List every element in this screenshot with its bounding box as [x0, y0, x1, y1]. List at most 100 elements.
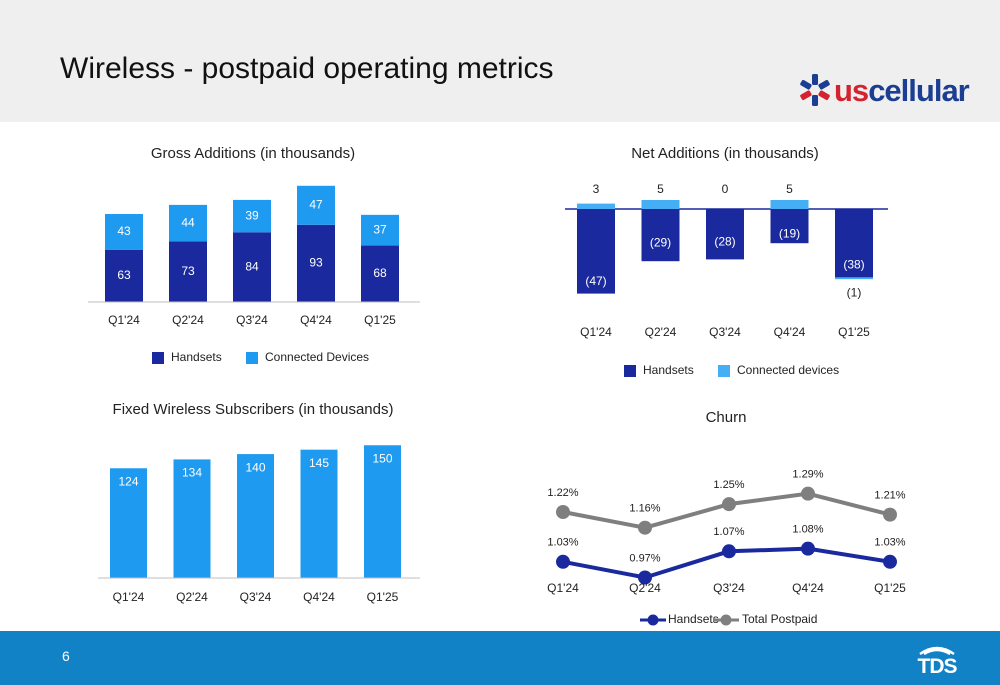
data-label: (1): [847, 286, 862, 300]
data-label: 0: [722, 182, 729, 196]
tick-label: Q4'24: [300, 313, 332, 327]
data-label: 1.08%: [792, 524, 823, 536]
data-label: 73: [181, 264, 195, 278]
logo-wordmark: uscellular: [834, 72, 970, 108]
data-label: 1.07%: [713, 526, 744, 538]
data-label: 1.03%: [874, 537, 905, 549]
legend-swatch: [720, 614, 732, 626]
tick-label: Q3'24: [709, 325, 741, 339]
data-label: (47): [585, 274, 606, 288]
legend-swatch: [152, 352, 164, 364]
series-point: [722, 544, 736, 559]
data-label: 145: [309, 456, 329, 470]
data-label: 43: [117, 224, 131, 238]
legend-swatch: [624, 365, 636, 377]
footer-band: [0, 631, 1000, 685]
bar-connected-devices: [361, 214, 399, 246]
series-point: [638, 520, 652, 535]
data-label: 1.21%: [874, 490, 905, 502]
page-title: Wireless - postpaid operating metrics: [60, 52, 554, 85]
tick-label: Q1'25: [874, 581, 906, 595]
tick-label: Q3'24: [236, 313, 268, 327]
data-label: 1.22%: [547, 487, 578, 499]
data-label: (29): [650, 235, 671, 249]
tick-label: Q3'24: [713, 581, 745, 595]
legend-label: Total Postpaid: [742, 612, 817, 626]
series-point: [801, 486, 815, 501]
tick-label: Q3'24: [240, 590, 272, 604]
bar-subscribers: [300, 449, 338, 578]
tds-logo: TDS: [910, 638, 964, 680]
gross-additions-chart: Gross Additions (in thousands) 63 43 Q1'24 7…: [88, 145, 420, 364]
churn-chart: Churn 1.22% 1.16% 1.25% 1.29% 1.21% 1.03% 0.97%…: [547, 409, 906, 626]
data-label: 5: [657, 182, 664, 196]
data-label: 124: [118, 474, 138, 488]
bar-connected-devices: [169, 204, 207, 242]
data-label: 0.97%: [629, 552, 660, 564]
bar-handsets: [169, 241, 207, 302]
legend-swatch: [246, 352, 258, 364]
tick-label: Q2'24: [629, 581, 661, 595]
tick-label: Q2'24: [645, 325, 677, 339]
bar-connected-devices: [641, 200, 680, 209]
data-label: 5: [786, 182, 793, 196]
bar-connected-devices: [233, 199, 271, 233]
tick-label: Q4'24: [792, 581, 824, 595]
bar-handsets: [105, 249, 143, 302]
tds-wordmark: TDS: [917, 655, 958, 678]
data-label: 134: [182, 466, 202, 480]
bar-handsets: [577, 209, 615, 294]
legend-label: Handsets: [668, 612, 719, 626]
series-point: [556, 505, 570, 519]
data-label: (38): [843, 258, 864, 272]
bar-handsets: [835, 209, 873, 278]
tick-label: Q4'24: [774, 325, 806, 339]
data-label: 1.29%: [792, 469, 823, 481]
bar-subscribers: [364, 445, 401, 578]
page-number: 6: [62, 648, 70, 664]
data-label: 37: [373, 222, 387, 236]
bar-subscribers: [110, 468, 147, 578]
data-label: 3: [593, 182, 600, 196]
legend-label: Handsets: [643, 363, 694, 377]
tick-label: Q1'25: [364, 313, 396, 327]
bar-handsets: [641, 209, 680, 262]
bar-handsets: [361, 245, 399, 302]
tick-label: Q2'24: [172, 313, 204, 327]
data-label: 1.16%: [629, 503, 660, 515]
data-label: 84: [245, 259, 259, 273]
bar-handsets: [233, 232, 271, 302]
legend-swatch: [718, 365, 730, 377]
data-label: 68: [373, 266, 387, 280]
tick-label: Q2'24: [176, 590, 208, 604]
bar-handsets: [297, 224, 335, 302]
chart-title: Churn: [706, 409, 747, 426]
data-label: 140: [245, 460, 265, 474]
data-label: 1.03%: [547, 537, 578, 549]
series-point: [883, 554, 897, 569]
tick-label: Q1'24: [113, 590, 145, 604]
bar-subscribers: [173, 459, 211, 578]
legend-swatch: [647, 614, 659, 626]
bar-connected-devices: [577, 203, 615, 209]
data-label: 44: [181, 215, 195, 229]
tick-label: Q1'25: [838, 325, 870, 339]
legend-label: Handsets: [171, 350, 222, 364]
data-label: 150: [372, 451, 392, 465]
bar-handsets: [770, 209, 809, 244]
tick-label: Q4'24: [303, 590, 335, 604]
data-label: 39: [245, 208, 259, 222]
bar-connected-devices: [770, 200, 809, 209]
bar-connected-devices: [297, 185, 335, 225]
tds-arc-icon: [919, 646, 955, 656]
fixed-wireless-chart: Fixed Wireless Subscribers (in thousands…: [98, 401, 420, 604]
bar-handsets: [706, 209, 744, 260]
series-point: [883, 507, 897, 522]
data-label: 1.25%: [713, 479, 744, 491]
chart-title: Fixed Wireless Subscribers (in thousands…: [113, 401, 394, 418]
chart-title: Net Additions (in thousands): [631, 145, 819, 162]
tick-label: Q1'25: [367, 590, 399, 604]
data-label: 63: [117, 268, 131, 282]
legend-label: Connected Devices: [265, 350, 369, 364]
data-label: 47: [309, 197, 323, 211]
